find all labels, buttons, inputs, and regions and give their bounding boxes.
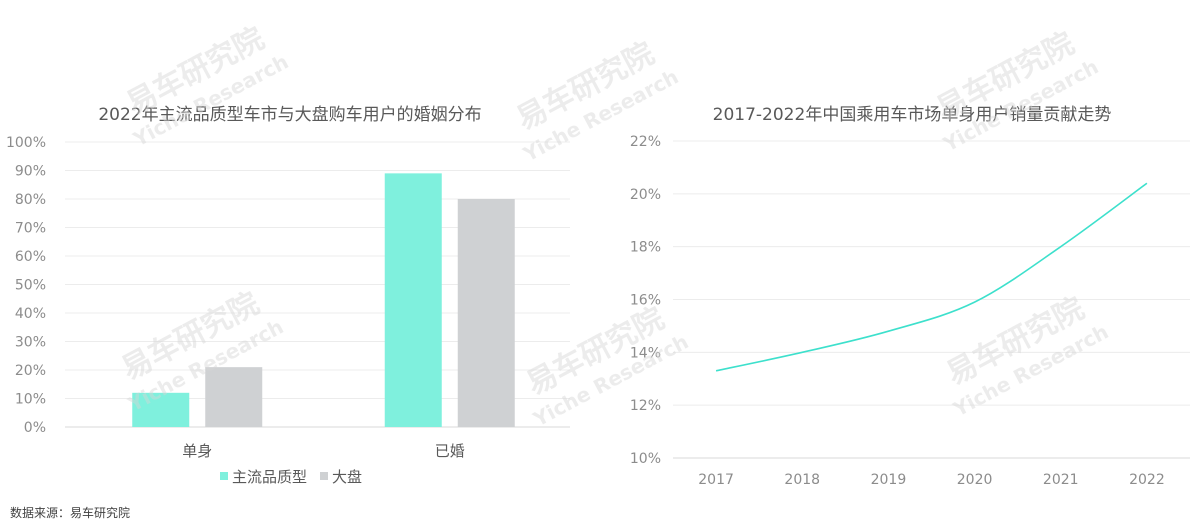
right-x-axis: 2017 2018 2019 2020 2021 2022 [698, 472, 1164, 488]
left-y-tick-label: 50% [15, 278, 46, 294]
left-x-axis: 单身 已婚 [182, 442, 465, 460]
left-bars [132, 173, 515, 427]
right-y-tick-label: 16% [630, 293, 661, 309]
legend-label-mainstream: 主流品质型 [232, 468, 307, 486]
right-y-tick-label: 14% [630, 345, 661, 361]
left-legend: 主流品质型 大盘 [220, 468, 362, 486]
bar-overall-0 [205, 367, 263, 427]
left-y-tick-label: 0% [24, 420, 46, 436]
left-y-tick-label: 20% [15, 363, 46, 379]
right-y-tick-label: 18% [630, 240, 661, 256]
right-x-tick-label: 2017 [698, 472, 734, 488]
right-x-tick-label: 2020 [957, 472, 993, 488]
single-share-line-chart: 2017-2022年中国乘用车市场单身用户销量贡献走势 10% 12% 14% 16%… [630, 105, 1190, 488]
data-source-note: 数据来源：易车研究院 [10, 506, 131, 520]
left-y-tick-label: 30% [15, 335, 46, 351]
right-chart-title: 2017-2022年中国乘用车市场单身用户销量贡献走势 [713, 105, 1112, 125]
right-y-tick-label: 20% [630, 187, 661, 203]
single-share-line [715, 182, 1148, 372]
right-y-axis: 10% 12% 14% 16% 18% 20% 22% [630, 134, 661, 467]
left-y-tick-label: 40% [15, 306, 46, 322]
right-x-tick-label: 2021 [1043, 472, 1079, 488]
right-x-tick-label: 2022 [1129, 472, 1165, 488]
right-x-tick-label: 2019 [871, 472, 907, 488]
bar-overall-1 [457, 199, 515, 427]
left-category-label: 单身 [182, 442, 212, 460]
legend-swatch-overall [320, 472, 328, 480]
left-y-tick-label: 10% [15, 392, 46, 408]
right-x-tick-label: 2018 [784, 472, 820, 488]
legend-label-overall: 大盘 [332, 468, 362, 486]
left-category-label: 已婚 [435, 442, 465, 460]
right-y-tick-label: 10% [630, 451, 661, 467]
left-y-tick-label: 70% [15, 221, 46, 237]
right-y-tick-label: 12% [630, 398, 661, 414]
right-y-tick-label: 22% [630, 134, 661, 150]
left-y-tick-label: 100% [6, 135, 46, 151]
left-y-axis: 0% 10% 20% 30% 40% 50% 60% 70% 80% 90% 100% [6, 135, 46, 436]
left-y-tick-label: 90% [15, 164, 46, 180]
right-grid [673, 140, 1190, 459]
marital-bar-chart: 2022年主流品质型车市与大盘购车用户的婚姻分布 0% 10% 20% 30% 40% 5… [6, 105, 570, 486]
left-y-tick-label: 60% [15, 249, 46, 265]
bar-mainstream-0 [132, 392, 190, 427]
left-chart-title: 2022年主流品质型车市与大盘购车用户的婚姻分布 [98, 105, 481, 125]
legend-swatch-mainstream [220, 472, 228, 480]
bar-mainstream-1 [384, 173, 442, 427]
left-y-tick-label: 80% [15, 192, 46, 208]
